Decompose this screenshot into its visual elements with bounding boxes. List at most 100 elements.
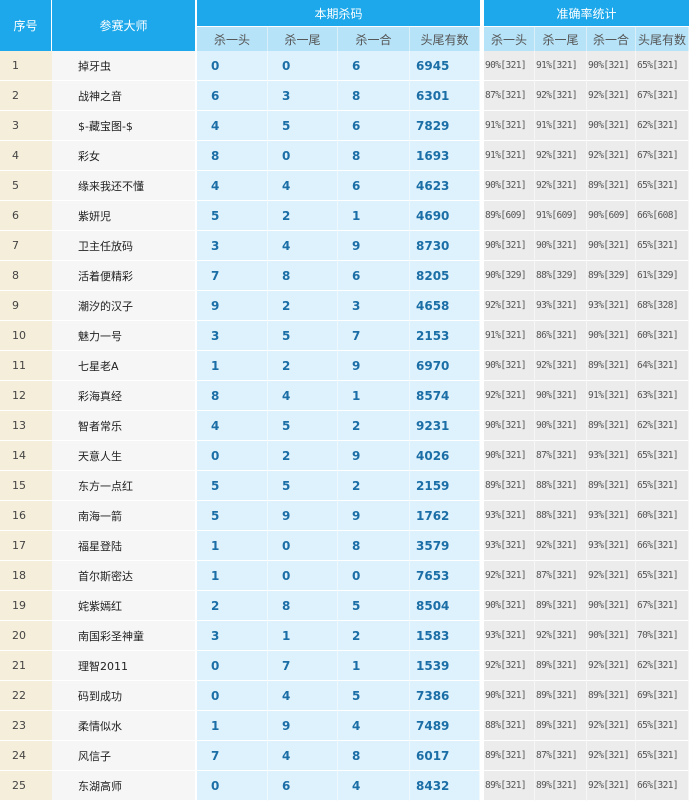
stat-tail-value: 92%[321] [535, 351, 588, 381]
kill-head-value: 1 [197, 561, 268, 591]
stat-head-value: 89%[609] [484, 201, 536, 231]
row-no: 23 [0, 711, 52, 741]
stat-head-tail-value: 65%[321] [636, 441, 689, 471]
stat-head-tail-value: 62%[321] [636, 651, 689, 681]
expert-name[interactable]: 风信子 [52, 741, 195, 771]
expert-name[interactable]: 天意人生 [52, 441, 195, 471]
head-tail-value: 7386 [410, 681, 481, 711]
stat-sum-value: 90%[321] [587, 231, 637, 261]
table-row: 15 东方一点红 5 5 2 2159 89%[321] 88%[321] 89%[321] 65… [0, 471, 689, 501]
row-no: 3 [0, 111, 52, 141]
expert-name[interactable]: 缘来我还不懂 [52, 171, 195, 201]
stat-head-tail-value: 60%[321] [636, 501, 689, 531]
head-tail-value: 8205 [410, 261, 481, 291]
stat-head-tail-value: 65%[321] [636, 231, 689, 261]
row-no: 21 [0, 651, 52, 681]
kill-sum-value: 7 [338, 321, 410, 351]
stat-sum-value: 89%[321] [587, 471, 637, 501]
kill-head-value: 3 [197, 621, 268, 651]
stat-head-value: 92%[321] [484, 561, 536, 591]
stat-tail-value: 87%[321] [535, 441, 588, 471]
kill-tail-value: 0 [268, 141, 338, 171]
stat-head-tail-value: 70%[321] [636, 621, 689, 651]
kill-tail-value: 0 [268, 531, 338, 561]
kill-tail-value: 0 [268, 561, 338, 591]
kill-head-value: 3 [197, 231, 268, 261]
expert-name[interactable]: 智者常乐 [52, 411, 195, 441]
expert-name[interactable]: 福星登陆 [52, 531, 195, 561]
stat-head-value: 90%[321] [484, 411, 536, 441]
expert-name[interactable]: 彩女 [52, 141, 195, 171]
expert-name[interactable]: 战神之音 [52, 81, 195, 111]
stat-head-value: 90%[321] [484, 51, 536, 81]
head-tail-value: 1693 [410, 141, 481, 171]
stat-tail-value: 89%[321] [535, 591, 588, 621]
kill-head-value: 5 [197, 471, 268, 501]
head-tail-value: 8730 [410, 231, 481, 261]
stat-head-tail-value: 65%[321] [636, 171, 689, 201]
stat-tail-value: 88%[329] [535, 261, 588, 291]
expert-name[interactable]: 紫妍児 [52, 201, 195, 231]
table-row: 18 首尔斯密达 1 0 0 7653 92%[321] 87%[321] 92%[321] 65… [0, 561, 689, 591]
expert-name[interactable]: 彩海真经 [52, 381, 195, 411]
kill-sum-value: 8 [338, 531, 410, 561]
expert-name[interactable]: 魅力一号 [52, 321, 195, 351]
row-no: 19 [0, 591, 52, 621]
head-tail-value: 8432 [410, 771, 481, 801]
table-row: 13 智者常乐 4 5 2 9231 90%[321] 90%[321] 89%[321] 62%… [0, 411, 689, 441]
kill-head-value: 7 [197, 741, 268, 771]
stat-head-tail-value: 69%[321] [636, 681, 689, 711]
stat-tail-value: 92%[321] [535, 531, 588, 561]
expert-name[interactable]: 首尔斯密达 [52, 561, 195, 591]
row-no: 14 [0, 441, 52, 471]
expert-name[interactable]: 潮汐的汉子 [52, 291, 195, 321]
row-no: 4 [0, 141, 52, 171]
stat-head-tail-value: 65%[321] [636, 561, 689, 591]
stat-head-tail-value: 64%[321] [636, 351, 689, 381]
expert-name[interactable]: 码到成功 [52, 681, 195, 711]
row-no: 12 [0, 381, 52, 411]
kill-sum-value: 6 [338, 261, 410, 291]
expert-name[interactable]: 柔情似水 [52, 711, 195, 741]
expert-name[interactable]: 东湖高师 [52, 771, 195, 801]
stat-tail-value: 89%[321] [535, 711, 588, 741]
stat-head-value: 93%[321] [484, 501, 536, 531]
kill-sum-value: 4 [338, 711, 410, 741]
expert-name[interactable]: 掉牙虫 [52, 51, 195, 81]
kill-sum-value: 9 [338, 501, 410, 531]
head-tail-value: 4026 [410, 441, 481, 471]
kill-head-value: 4 [197, 411, 268, 441]
kill-head-value: 0 [197, 51, 268, 81]
stat-head-tail-value: 67%[321] [636, 81, 689, 111]
stat-sum-value: 89%[321] [587, 351, 637, 381]
stat-head-tail-value: 65%[321] [636, 741, 689, 771]
table-row: 6 紫妍児 5 2 1 4690 89%[609] 91%[609] 90%[609] 66%[6… [0, 201, 689, 231]
expert-name[interactable]: 南国彩圣神童 [52, 621, 195, 651]
head-tail-value: 7653 [410, 561, 481, 591]
expert-name[interactable]: 姹紫嫣红 [52, 591, 195, 621]
expert-name[interactable]: $-藏宝图-$ [52, 111, 195, 141]
kill-head-value: 8 [197, 381, 268, 411]
expert-name[interactable]: 理智2011 [52, 651, 195, 681]
stat-head-value: 91%[321] [484, 111, 536, 141]
expert-name[interactable]: 东方一点红 [52, 471, 195, 501]
stat-tail-value: 93%[321] [535, 291, 588, 321]
expert-name[interactable]: 南海一箭 [52, 501, 195, 531]
kill-head-value: 1 [197, 711, 268, 741]
kill-tail-value: 0 [268, 51, 338, 81]
stat-sum-value: 93%[321] [587, 441, 637, 471]
kill-tail-value: 7 [268, 651, 338, 681]
expert-name[interactable]: 七星老A [52, 351, 195, 381]
expert-name[interactable]: 活着便精彩 [52, 261, 195, 291]
expert-name[interactable]: 卫主任放码 [52, 231, 195, 261]
head-tail-value: 1539 [410, 651, 481, 681]
kill-tail-value: 5 [268, 321, 338, 351]
header-stat-head: 杀一头 [484, 27, 536, 51]
stat-head-tail-value: 61%[329] [636, 261, 689, 291]
head-tail-value: 2153 [410, 321, 481, 351]
stat-sum-value: 92%[321] [587, 741, 637, 771]
head-tail-value: 6970 [410, 351, 481, 381]
stat-sum-value: 90%[609] [587, 201, 637, 231]
stat-head-value: 90%[321] [484, 351, 536, 381]
